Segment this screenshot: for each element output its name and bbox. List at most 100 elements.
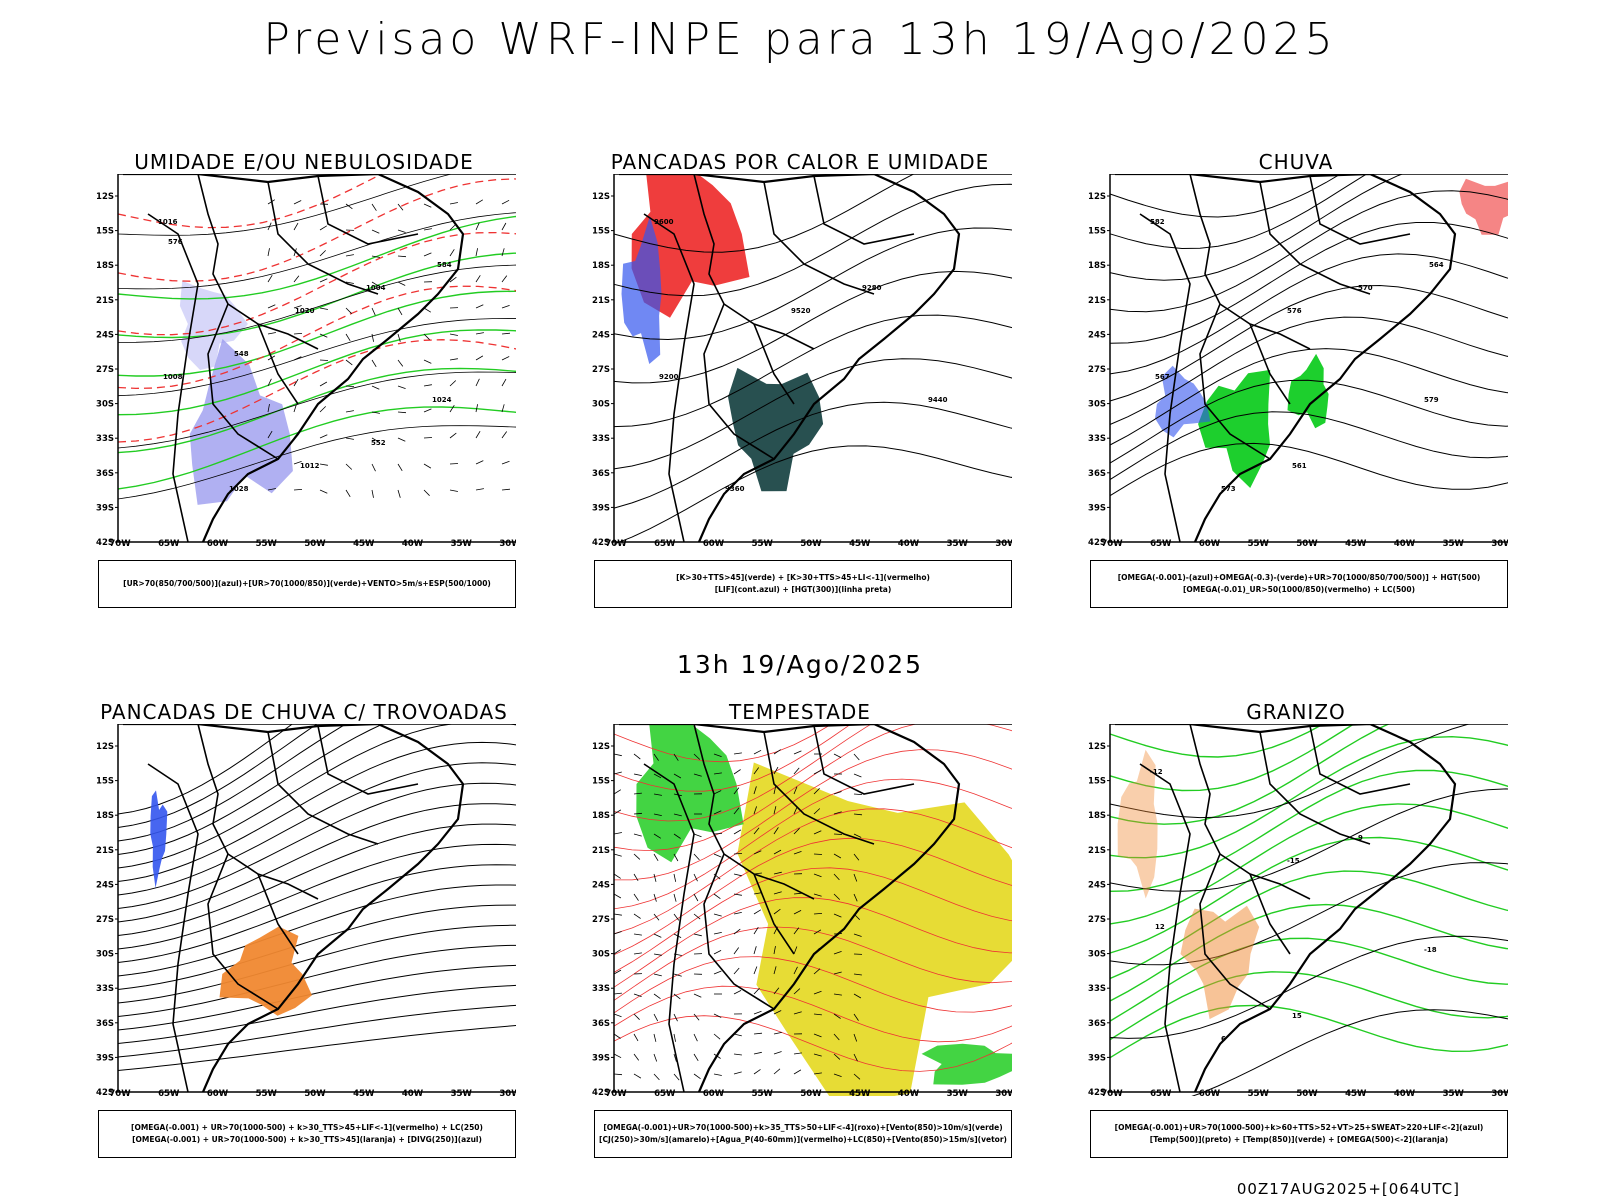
wind-vector: [371, 489, 374, 498]
wind-vector: [423, 489, 430, 496]
wind-vector: [449, 489, 458, 492]
country-border: [703, 303, 775, 460]
shaded-area: [1287, 353, 1329, 429]
contour-line: [1109, 174, 1342, 218]
streamline: [117, 823, 516, 936]
wind-vector: [633, 873, 639, 882]
wind-vector: [633, 753, 641, 760]
wind-vector: [673, 813, 682, 817]
country-border: [643, 213, 695, 543]
wind-vector: [423, 384, 432, 387]
lat-label: 33S: [1088, 984, 1106, 994]
contour-line: [613, 174, 915, 253]
wind-vector: [673, 893, 677, 902]
contour-label: 548: [234, 350, 249, 358]
wind-vector: [613, 1013, 622, 1018]
lon-label: 40W: [402, 1089, 424, 1096]
wind-vector: [319, 489, 328, 494]
wind-vector: [475, 488, 484, 491]
wind-vector: [633, 1053, 640, 1061]
wind-vector: [371, 385, 380, 390]
lon-label: 50W: [1296, 1089, 1318, 1096]
wind-vector: [853, 1033, 858, 1042]
wind-vector: [633, 893, 639, 901]
wind-vector: [813, 1033, 822, 1038]
wind-vector: [371, 229, 380, 234]
lat-label: 30S: [96, 950, 114, 960]
lon-label: 65W: [654, 1089, 676, 1096]
streamline: [117, 843, 516, 950]
wind-vector: [449, 249, 455, 257]
wind-vector: [475, 460, 484, 465]
wind-vector: [713, 833, 723, 835]
lat-label: 39S: [96, 1053, 114, 1063]
map-layers: [613, 174, 1012, 545]
streamline: [117, 864, 516, 963]
wind-vector: [833, 893, 840, 900]
contour-line: [1109, 379, 1508, 464]
contour-label: 9600: [654, 218, 674, 226]
lon-label: 35W: [1443, 1089, 1465, 1096]
wind-vector: [653, 973, 662, 977]
contour-label: 1004: [366, 284, 386, 292]
wind-vector: [319, 406, 326, 413]
wind-vector: [371, 411, 380, 414]
wind-vector: [371, 333, 374, 342]
wind-vector: [753, 909, 762, 915]
lat-label: 27S: [592, 365, 610, 375]
panel-pancadas-calor: PANCADAS POR CALOR E UMIDADE 12S 15S 18S 21…: [580, 150, 1020, 630]
legend-box: [OMEGA(-0.001) + UR>70(1000-500) + k>30_…: [98, 1110, 516, 1158]
wind-vector: [319, 250, 326, 257]
lon-label: 45W: [1345, 539, 1367, 546]
streamline: [117, 964, 516, 1031]
wind-vector: [693, 913, 701, 920]
wind-vector: [397, 463, 403, 472]
lat-label: 24S: [96, 330, 114, 340]
lat-label: 21S: [1088, 296, 1106, 306]
wind-vector: [653, 773, 662, 779]
sub-title: 13h 19/Ago/2025: [676, 650, 924, 679]
lon-label: 45W: [1345, 1089, 1367, 1096]
wind-vector: [633, 952, 642, 955]
wind-vector: [813, 913, 823, 915]
legend-line: [K>30+TTS>45](verde) + [K>30+TTS>45+LI<-…: [676, 573, 930, 582]
wind-vector: [693, 1013, 700, 1021]
contour-label: 1028: [229, 485, 249, 493]
lon-label: 70W: [109, 1089, 131, 1096]
wind-vector: [371, 203, 377, 211]
lon-label: 40W: [1394, 1089, 1416, 1096]
wind-vector: [345, 281, 354, 284]
wind-vector: [793, 910, 802, 915]
contour-line: [1109, 174, 1368, 250]
wind-vector: [733, 947, 740, 955]
wind-vector: [423, 333, 430, 340]
country-border: [257, 323, 299, 405]
wind-vector: [853, 893, 858, 902]
wind-vector: [773, 946, 776, 955]
wind-vector: [773, 827, 779, 835]
wind-vector: [813, 968, 821, 975]
wind-vector: [423, 203, 432, 208]
wind-vector: [853, 773, 862, 778]
streamline: [117, 884, 516, 977]
lon-label: 50W: [1296, 539, 1318, 546]
legend-line: [OMEGA(-0.001) + UR>70(1000-500) + k>30_…: [131, 1123, 483, 1132]
wind-vector: [693, 1033, 698, 1042]
contour-label: 9: [1358, 834, 1363, 842]
lat-label: 30S: [592, 950, 610, 960]
wind-vector: [319, 434, 328, 439]
wind-vector: [475, 332, 484, 335]
wind-vector: [793, 750, 802, 755]
lat-label: 18S: [1088, 811, 1106, 821]
legend-line: [CJ(250)>30m/s](amarelo)+[Agua_P(40-60mm…: [599, 1135, 1007, 1144]
wind-vector: [813, 1072, 822, 1075]
wind-vector: [833, 1013, 841, 1019]
wind-vector: [713, 950, 722, 955]
contour-line: [1109, 316, 1508, 425]
wind-vector: [753, 1010, 762, 1015]
wind-vector: [813, 853, 823, 855]
wind-vector: [773, 966, 777, 975]
wind-vector: [813, 788, 820, 795]
wind-vector: [397, 281, 406, 286]
